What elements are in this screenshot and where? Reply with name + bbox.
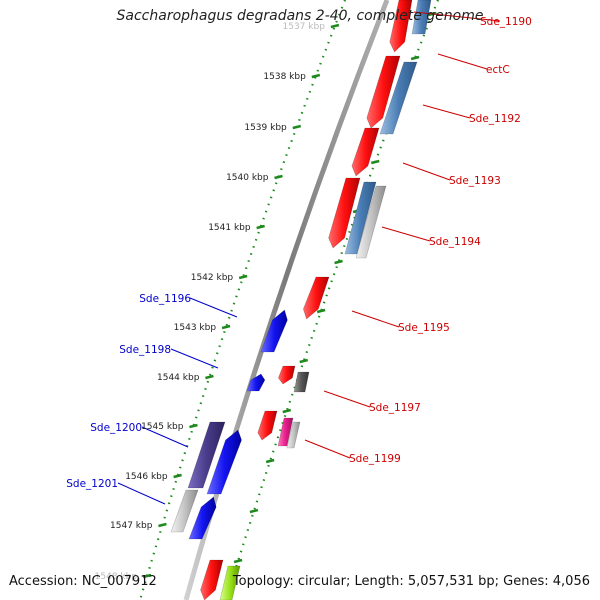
gene-label: Sde_1190 xyxy=(480,16,532,28)
outer-ring-tick xyxy=(265,458,275,464)
gene-label: Sde_1195 xyxy=(398,322,450,334)
gene-sde-1194-a xyxy=(344,181,377,255)
gene-sde-1200-a xyxy=(187,421,226,489)
ruler-tick xyxy=(158,522,167,528)
gene-ectc xyxy=(366,55,401,129)
outer-ring-tick xyxy=(410,55,420,61)
gene-sde-1201-a xyxy=(170,489,199,533)
backbone xyxy=(183,0,390,600)
gene-sde-1197-a xyxy=(277,365,296,385)
ruler-label: 1546 kbp xyxy=(125,472,168,482)
ruler-tick xyxy=(292,124,302,130)
ruler-tick xyxy=(189,423,198,429)
accession-text: Accession: NC_007912 xyxy=(9,574,157,589)
gene-sde-1194-b xyxy=(355,185,387,259)
ruler-label: 1544 kbp xyxy=(157,373,200,383)
gene-label-leader xyxy=(117,482,166,505)
outer-ring-tick xyxy=(299,358,309,364)
gene-sde-1197-b xyxy=(293,371,310,393)
gene-sde-1192 xyxy=(351,127,380,177)
gene-label: Sde_1200 xyxy=(90,422,142,434)
gene-label-leader xyxy=(189,297,238,318)
gene-ectc-b xyxy=(379,61,418,135)
gene-sde-1199-b xyxy=(277,417,294,447)
gene-sde-1201-b xyxy=(188,496,217,540)
gene-label-leader xyxy=(304,439,351,459)
ruler-label: 1545 kbp xyxy=(141,422,184,432)
gene-label: Sde_1196 xyxy=(139,293,191,305)
outer-ring-tick xyxy=(282,408,292,414)
ruler-tick xyxy=(311,73,321,79)
outer-ring-tick xyxy=(316,308,326,314)
ruler-tick xyxy=(205,374,214,380)
outer-ring-tick xyxy=(370,159,380,165)
inner-tick-ring xyxy=(138,0,347,600)
gene-bottom-red xyxy=(200,559,224,600)
gene-label: Sde_1198 xyxy=(119,344,171,356)
gene-sde-1199-c xyxy=(286,421,301,449)
backbone-arc xyxy=(183,0,390,600)
ruler-label: 1538 kbp xyxy=(263,72,306,82)
gene-label-leader xyxy=(323,390,371,408)
gene-label: Sde_1197 xyxy=(369,402,421,414)
outer-ring-tick xyxy=(249,508,259,514)
outer-ring-tick xyxy=(233,558,243,564)
gene-label-leader xyxy=(402,162,451,181)
genome-title: Saccharophagus degradans 2-40, complete … xyxy=(116,8,484,24)
ruler-label: 1542 kbp xyxy=(191,273,234,283)
gene-label-leader xyxy=(351,310,400,328)
gene-label-leader xyxy=(141,426,189,448)
ruler-tick xyxy=(142,573,152,579)
ruler-label: 1548 kbp xyxy=(95,572,138,582)
ruler-tick xyxy=(256,224,265,230)
ruler-label: 1537 kbp xyxy=(283,22,326,32)
gene-sde-1199-a xyxy=(257,410,278,441)
genome-summary-text: Topology: circular; Length: 5,057,531 bp… xyxy=(232,574,590,589)
gene-label-leader xyxy=(170,348,219,369)
ruler-label: 1539 kbp xyxy=(244,123,287,133)
gene-label: Sde_1199 xyxy=(349,453,401,465)
gene-sde-1200-b xyxy=(206,429,242,495)
ruler-label: 1543 kbp xyxy=(174,323,217,333)
gene-label-leader xyxy=(437,53,488,70)
gene-label: Sde_1192 xyxy=(469,113,521,125)
ruler-label: 1541 kbp xyxy=(208,223,251,233)
ruler-labels: 1537 kbp 1538 kbp 1539 kbp 1540 kbp 1541 kbp… xyxy=(95,22,326,582)
gene-sde-1190-b xyxy=(411,0,432,35)
ruler-tick xyxy=(238,274,248,280)
gene-label-leader xyxy=(413,11,501,22)
ruler-tick xyxy=(221,324,231,330)
gene-label: Sde_1193 xyxy=(449,175,501,187)
outer-ring-tick xyxy=(334,259,343,265)
gene-sde-1198 xyxy=(246,373,266,392)
gene-sde-1196 xyxy=(260,309,288,353)
gene-features xyxy=(170,0,432,600)
gene-label: Sde_1201 xyxy=(66,478,118,490)
ruler-label: 1547 kbp xyxy=(110,521,153,531)
ruler-label: 1540 kbp xyxy=(226,173,269,183)
ruler-tick xyxy=(173,473,182,479)
ruler-tick xyxy=(274,174,283,180)
gene-label: ectC xyxy=(486,64,510,76)
gene-sde-1190 xyxy=(389,0,413,53)
gene-bottom-lime xyxy=(219,565,241,600)
gene-labels: Sde_1190 ectC Sde_1192 Sde_1193 Sde_1194 Sde_… xyxy=(66,11,532,505)
gene-label: Sde_1194 xyxy=(429,236,481,248)
ruler-tick xyxy=(330,23,340,29)
gene-sde-1193 xyxy=(328,177,361,249)
gene-label-leader xyxy=(422,104,471,119)
gene-label-leader xyxy=(381,226,431,242)
gene-sde-1195 xyxy=(303,276,330,320)
